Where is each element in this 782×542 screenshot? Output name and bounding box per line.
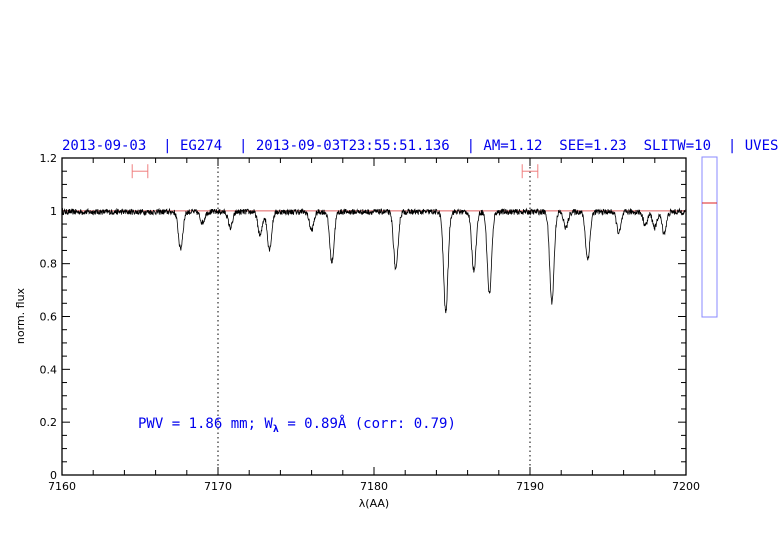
x-tick-label: 7200 xyxy=(672,480,700,493)
error-bar xyxy=(131,164,149,179)
annotation-sub: λ xyxy=(273,424,279,435)
axes: 7160 7170 7180 7190 7200 0 0.2 0.4 0.6 0.8 1 1.2 xyxy=(40,152,701,493)
chart-title: 2013-09-03 | EG274 | 2013-09-03T23:55:51… xyxy=(62,138,778,154)
x-tick-label: 7180 xyxy=(360,480,388,493)
y-tick-label: 1.2 xyxy=(40,152,58,165)
spectrum xyxy=(61,207,687,314)
x-axis-label: λ(AA) xyxy=(359,497,389,510)
side-panel xyxy=(701,156,718,318)
x-tick-label: 7190 xyxy=(516,480,544,493)
y-tick-label: 0.8 xyxy=(40,258,58,271)
y-axis-label: norm. flux xyxy=(14,287,27,344)
x-tick-label: 7170 xyxy=(204,480,232,493)
y-tick-label: 1 xyxy=(50,205,57,218)
y-tick-label: 0 xyxy=(50,469,57,482)
side-panel-frame xyxy=(701,156,718,318)
error-bar xyxy=(521,164,539,179)
spectrum-line xyxy=(61,207,687,314)
y-tick-label: 0.4 xyxy=(40,363,58,376)
y-tick-label: 0.6 xyxy=(40,311,58,324)
x-tick-label: 7160 xyxy=(48,480,76,493)
annotation-post: = 0.89Å (corr: 0.79) xyxy=(279,415,456,432)
annotation-pre: PWV = 1.86 mm; W xyxy=(138,416,273,432)
y-tick-label: 0.2 xyxy=(40,416,58,429)
pwv-annotation: PWV = 1.86 mm; Wλ = 0.89Å (corr: 0.79) xyxy=(138,415,456,435)
